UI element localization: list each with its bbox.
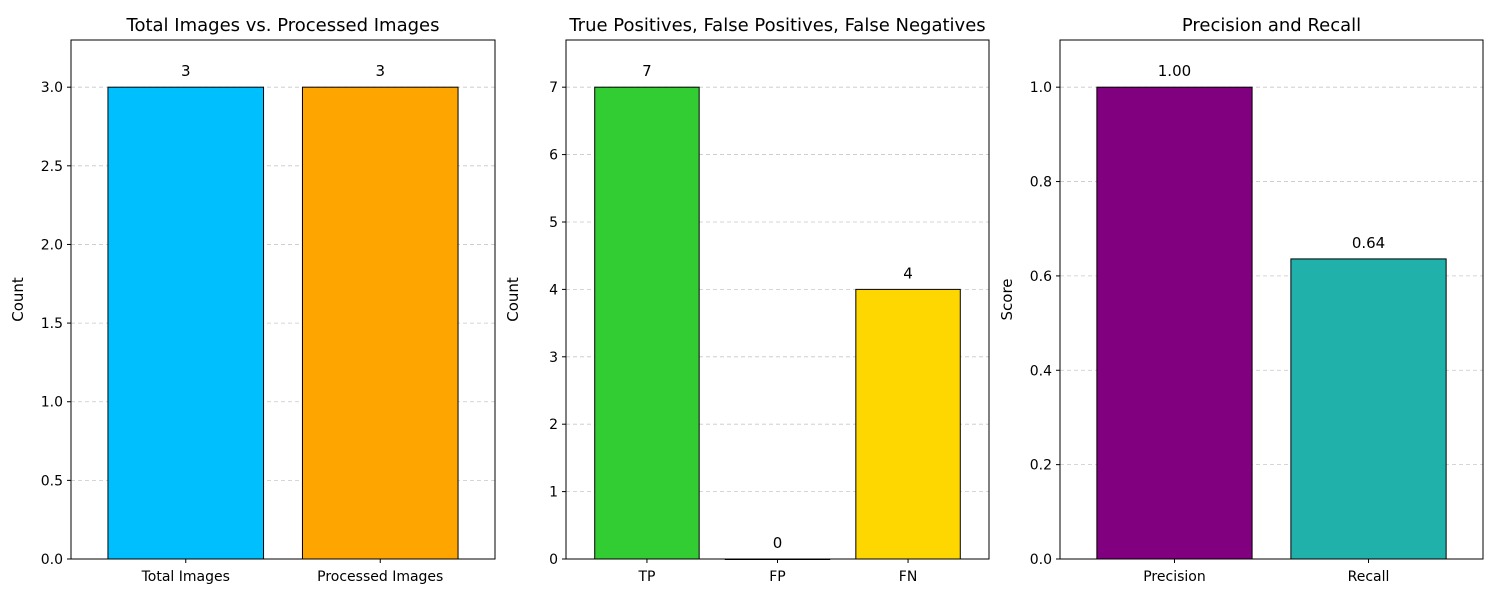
value-label: 7 bbox=[642, 62, 652, 80]
axes-frame bbox=[70, 39, 496, 560]
bar bbox=[1290, 258, 1447, 560]
value-label: 3 bbox=[375, 62, 385, 80]
bar bbox=[594, 86, 700, 560]
y-tick-label: 7 bbox=[549, 80, 558, 96]
chart-panel-1: 3 Total Images 3 Processed Images 0.0 0.5 1.0 1… bbox=[9, 15, 496, 585]
value-label: 0.64 bbox=[1352, 234, 1385, 252]
x-tick-label: FN bbox=[899, 569, 918, 585]
y-tick-label: 5 bbox=[549, 215, 558, 231]
y-tick-label: 0 bbox=[549, 552, 558, 568]
y-tick-label: 0.2 bbox=[1030, 458, 1052, 474]
x-tick-label: Processed Images bbox=[317, 569, 443, 585]
y-tick-label: 1.0 bbox=[1030, 80, 1052, 96]
y-tick-label: 0.0 bbox=[41, 552, 63, 568]
y-tick-label: 3 bbox=[549, 350, 558, 366]
y-tick-label: 4 bbox=[549, 282, 558, 298]
chart-title: Precision and Recall bbox=[1182, 15, 1361, 36]
value-label: 1.00 bbox=[1158, 62, 1191, 80]
y-tick-label: 1.5 bbox=[41, 316, 63, 332]
y-axis-label: Score bbox=[998, 278, 1016, 320]
chart-panel-2: 7 TP 0 FP 4 FN 0 1 2 3 4 5 6 7 True Positives, False P… bbox=[504, 15, 990, 585]
bar bbox=[107, 86, 265, 560]
y-tick-label: 0.0 bbox=[1030, 552, 1052, 568]
y-tick-label: 0.8 bbox=[1030, 175, 1052, 191]
y-tick-label: 0.5 bbox=[41, 473, 63, 489]
value-label: 0 bbox=[773, 534, 783, 552]
y-tick-label: 2 bbox=[549, 417, 558, 433]
x-tick-label: Precision bbox=[1143, 569, 1205, 585]
x-tick-label: Total Images bbox=[141, 569, 230, 585]
x-tick-label: FP bbox=[769, 569, 786, 585]
axes-frame bbox=[1059, 39, 1484, 560]
axes-frame bbox=[565, 39, 990, 560]
chart-title: True Positives, False Positives, False N… bbox=[568, 15, 985, 36]
y-axis-label: Count bbox=[504, 277, 522, 322]
y-tick-label: 2.5 bbox=[41, 159, 63, 175]
chart-panel-3: 1.00 Precision 0.64 Recall 0.0 0.2 0.4 0.6 0.8 1.… bbox=[998, 15, 1484, 585]
y-tick-label: 2.0 bbox=[41, 237, 63, 253]
y-tick-label: 0.4 bbox=[1030, 363, 1052, 379]
bar bbox=[301, 86, 459, 560]
y-axis-label: Count bbox=[9, 277, 27, 322]
x-tick-label: TP bbox=[637, 569, 655, 585]
y-tick-label: 6 bbox=[549, 148, 558, 164]
chart-title: Total Images vs. Processed Images bbox=[126, 15, 440, 36]
bar bbox=[855, 288, 961, 560]
value-label: 3 bbox=[181, 62, 191, 80]
value-label: 4 bbox=[903, 264, 913, 282]
y-tick-label: 1 bbox=[549, 485, 558, 501]
y-tick-label: 0.6 bbox=[1030, 269, 1052, 285]
y-tick-label: 1.0 bbox=[41, 395, 63, 411]
bar bbox=[1096, 86, 1253, 560]
y-tick-label: 3.0 bbox=[41, 80, 63, 96]
x-tick-label: Recall bbox=[1348, 569, 1390, 585]
